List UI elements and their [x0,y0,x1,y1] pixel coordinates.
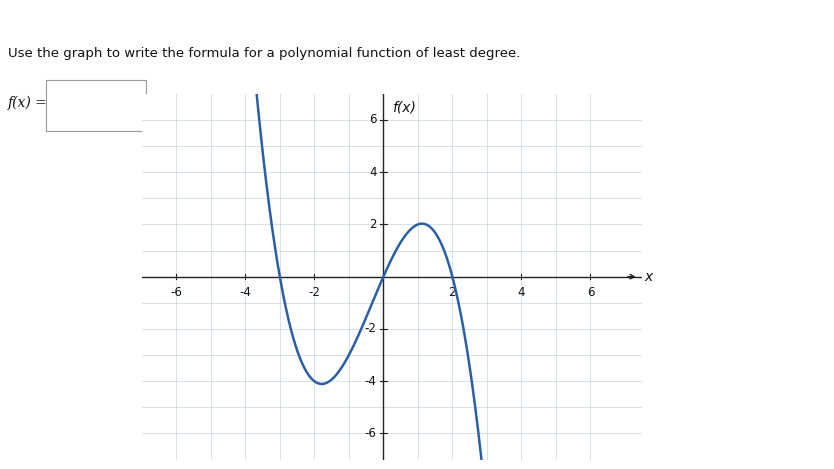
FancyBboxPatch shape [46,80,146,131]
Text: -2: -2 [309,286,320,299]
Text: 2: 2 [369,218,376,231]
Text: 4: 4 [369,166,376,179]
Text: 6: 6 [369,113,376,127]
Text: -6: -6 [170,286,182,299]
Text: Use the graph to write the formula for a polynomial function of least degree.: Use the graph to write the formula for a… [8,47,520,60]
Text: x: x [644,270,652,284]
Text: -4: -4 [239,286,251,299]
Text: -6: -6 [364,427,376,440]
Text: 4: 4 [518,286,525,299]
Text: f(x): f(x) [392,100,416,114]
Text: 6: 6 [586,286,594,299]
Text: f(x) =: f(x) = [8,96,48,110]
Text: -4: -4 [364,375,376,388]
Text: -2: -2 [364,323,376,335]
Text: 2: 2 [449,286,456,299]
